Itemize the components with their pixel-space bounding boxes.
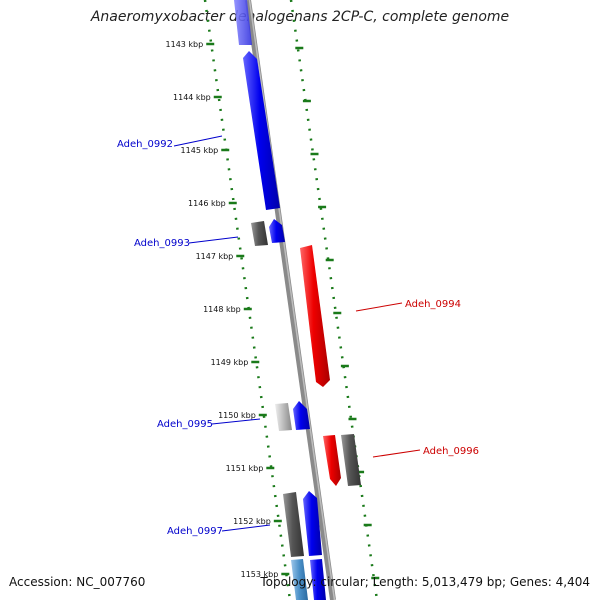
gene-feature-adeh-0997-a[interactable]	[283, 492, 304, 557]
accession-text: Accession: NC_007760	[9, 575, 146, 589]
tick-label: 1144 kbp	[173, 93, 211, 102]
tick-label: 1152 kbp	[233, 517, 271, 526]
gene-leaders	[173, 135, 421, 532]
tick-label: 1146 kbp	[188, 199, 226, 208]
genome-summary: Topology: circular; Length: 5,013,479 bp…	[260, 575, 590, 589]
gene-features[interactable]	[234, 0, 361, 600]
gene-feature-adeh-0993-a[interactable]	[251, 221, 268, 246]
gene-feature-adeh-0992[interactable]	[243, 51, 280, 210]
gene-label-adeh-0993[interactable]: Adeh_0993	[134, 238, 190, 249]
gene-feature-adeh-0993-b[interactable]	[269, 219, 285, 243]
tick-label: 1147 kbp	[196, 252, 234, 261]
tick-label: 1153 kbp	[241, 570, 279, 579]
tick-label: 1145 kbp	[181, 146, 219, 155]
gene-feature-adeh-0996-b[interactable]	[341, 434, 361, 486]
gene-feature-adeh-0995-b[interactable]	[293, 401, 310, 430]
tick-marks: 1143 kbp 1144 kbp 1145 kbp 1146 kbp 1147 kbp…	[166, 40, 380, 580]
tick-label: 1149 kbp	[211, 358, 249, 367]
gene-feature-adeh-0996-a[interactable]	[323, 435, 341, 486]
gene-label-adeh-0996[interactable]: Adeh_0996	[423, 446, 479, 457]
gene-feature-rna[interactable]	[291, 559, 308, 600]
gene-feature-adeh-0997-b[interactable]	[303, 491, 322, 556]
tick-label: 1148 kbp	[203, 305, 241, 314]
tick-label: 1151 kbp	[226, 464, 264, 473]
gene-feature-adeh-0994[interactable]	[300, 245, 330, 387]
gene-labels: Adeh_0992 Adeh_0993 Adeh_0994 Adeh_0995 …	[117, 139, 479, 537]
gene-label-adeh-0997[interactable]: Adeh_0997	[167, 526, 223, 537]
gene-label-adeh-0992[interactable]: Adeh_0992	[117, 139, 173, 150]
gene-feature-bottom[interactable]	[310, 559, 326, 600]
gene-feature-adeh-0995-a[interactable]	[275, 403, 292, 431]
gene-label-adeh-0995[interactable]: Adeh_0995	[157, 419, 213, 430]
gene-feature-partial[interactable]	[234, 0, 252, 45]
tick-label: 1150 kbp	[218, 411, 256, 420]
tick-label: 1143 kbp	[166, 40, 204, 49]
gene-label-adeh-0994[interactable]: Adeh_0994	[405, 299, 461, 310]
map-title: Anaeromyxobacter dehalogenans 2CP-C, com…	[90, 9, 510, 25]
